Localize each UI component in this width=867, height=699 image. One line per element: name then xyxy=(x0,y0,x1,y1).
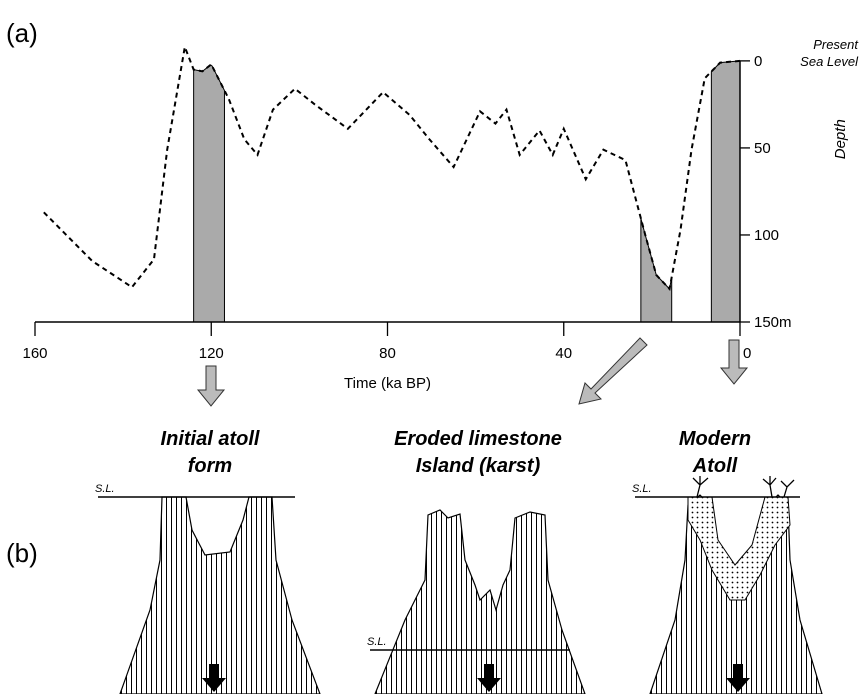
arrow xyxy=(196,365,226,407)
subsidence-arrow xyxy=(477,664,501,692)
sea-level-label: S.L. xyxy=(367,636,387,648)
y-tick-label: 0 xyxy=(754,53,762,70)
reef-cap xyxy=(687,496,791,601)
arrow xyxy=(719,339,749,385)
x-tick-label: 40 xyxy=(555,345,572,362)
y-tick-label: 150m xyxy=(754,314,792,331)
panel-label: (a) xyxy=(6,18,38,48)
annotation: Present xyxy=(813,37,859,52)
diagram-title: form xyxy=(188,455,232,477)
diagram-modern xyxy=(635,476,823,695)
diagram-title: Eroded limestone xyxy=(394,428,562,450)
sea-level-curve xyxy=(43,43,741,292)
x-tick-label: 80 xyxy=(379,345,396,362)
x-tick-label: 160 xyxy=(22,345,47,362)
annotation: Sea Level xyxy=(800,54,859,69)
highlight-period xyxy=(193,64,225,323)
diagram-title: Initial atoll xyxy=(161,428,260,450)
y-axis-label: Depth xyxy=(832,119,849,159)
diagram-title: Island (karst) xyxy=(416,455,541,477)
diagram-title: Modern xyxy=(679,428,751,450)
arrows xyxy=(196,337,749,407)
sea-level-label: S.L. xyxy=(632,483,652,495)
arrow xyxy=(578,337,648,405)
palm-trees xyxy=(692,476,795,498)
diagram-title: Atoll xyxy=(692,455,738,477)
subsidence-arrow xyxy=(202,664,226,692)
x-tick-label: 0 xyxy=(743,345,751,362)
highlight-period xyxy=(710,60,741,323)
panel-label: (b) xyxy=(6,538,38,568)
y-tick-label: 100 xyxy=(754,227,779,244)
diagram-eroded xyxy=(370,509,586,695)
sea-level-label: S.L. xyxy=(95,483,115,495)
y-tick-label: 50 xyxy=(754,140,771,157)
subsidence-arrow xyxy=(726,664,750,692)
island-shape xyxy=(374,509,586,695)
captions: Initial atoll form S.L. Eroded limestone Isl… xyxy=(95,428,751,648)
x-tick-label: 120 xyxy=(199,345,224,362)
diagram-initial xyxy=(98,496,321,695)
sea-level-chart: 160 120 80 40 0 0 50 100 150m Time (ka BP) Depth Pr… xyxy=(22,37,859,392)
x-axis-label: Time (ka BP) xyxy=(344,375,431,392)
island-shape xyxy=(119,496,321,695)
